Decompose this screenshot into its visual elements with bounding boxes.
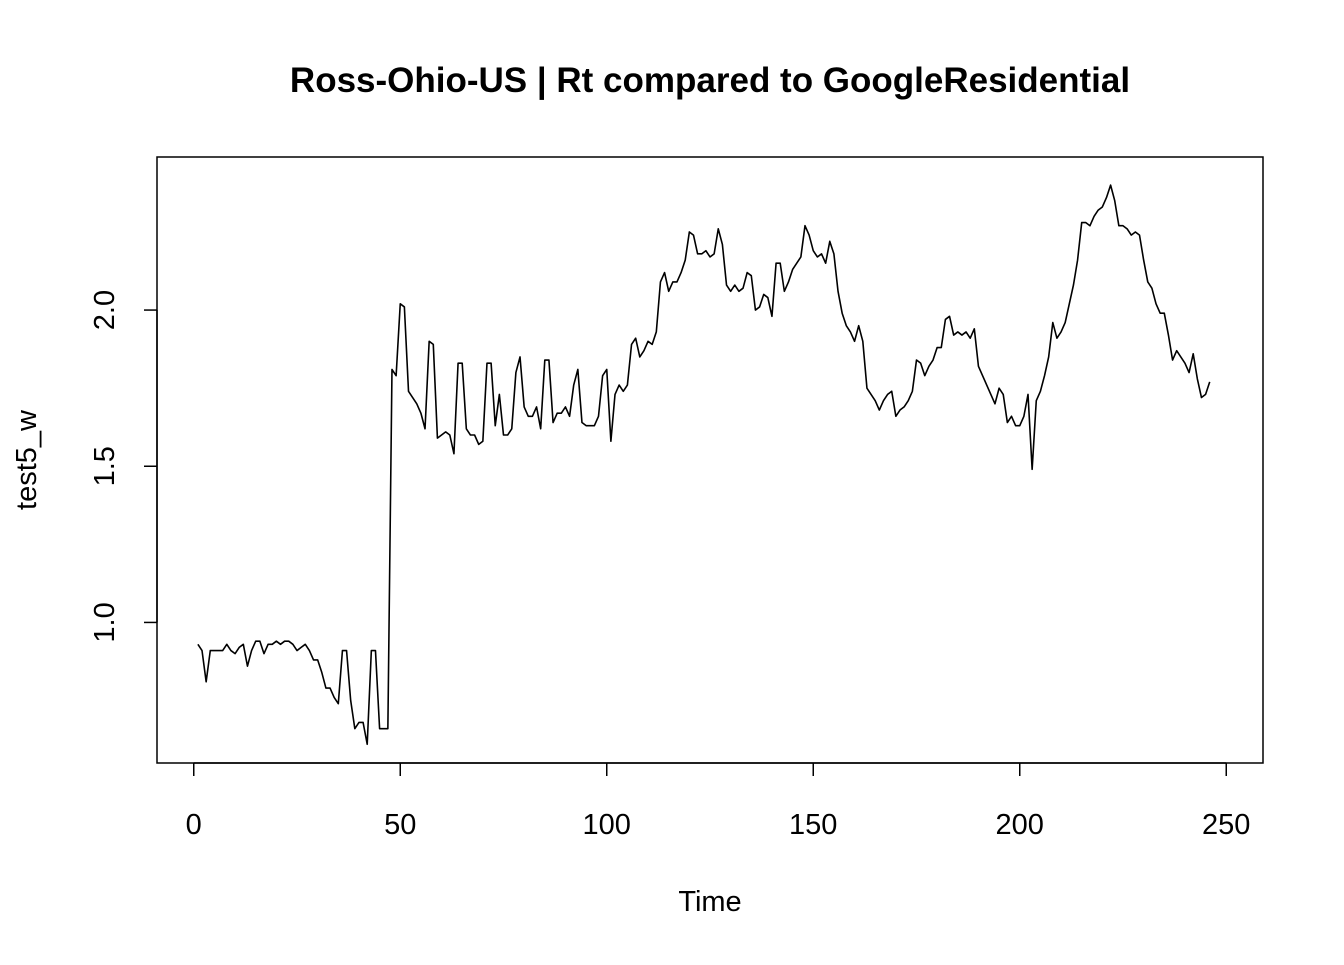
series-layer xyxy=(197,184,1211,746)
x-tick-label: 100 xyxy=(583,809,631,841)
x-axis: 0 50 100 150 200 250 xyxy=(186,762,1250,841)
x-tick-label: 150 xyxy=(789,809,837,841)
y-tick-label: 2.0 xyxy=(89,290,121,330)
series-line xyxy=(197,184,1211,746)
x-tick-label: 50 xyxy=(384,809,416,841)
chart-title: Ross-Ohio-US | Rt compared to GoogleResi… xyxy=(290,61,1130,100)
y-axis-label: test5_w xyxy=(11,409,43,510)
x-tick-label: 200 xyxy=(996,809,1044,841)
y-tick-label: 1.5 xyxy=(89,446,121,486)
x-axis-label: Time xyxy=(678,886,741,918)
x-tick-label: 0 xyxy=(186,809,202,841)
x-tick-label: 250 xyxy=(1202,809,1250,841)
y-axis: 1.0 1.5 2.0 xyxy=(89,290,158,643)
plot-box xyxy=(156,156,1264,764)
y-tick-label: 1.0 xyxy=(89,602,121,642)
